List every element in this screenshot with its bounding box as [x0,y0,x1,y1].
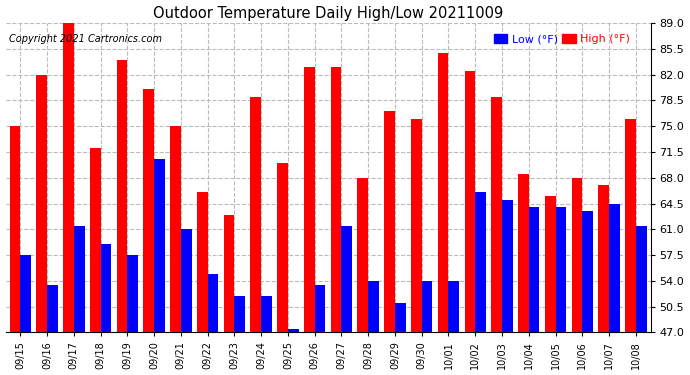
Title: Outdoor Temperature Daily High/Low 20211009: Outdoor Temperature Daily High/Low 20211… [153,6,503,21]
Bar [261,296,272,332]
Bar [74,226,84,332]
Bar [529,207,540,332]
Bar [90,148,101,332]
Bar [181,230,192,332]
Bar [117,60,128,332]
Bar [10,126,20,332]
Bar [170,126,181,332]
Bar [448,281,459,332]
Bar [197,192,208,332]
Bar [63,23,74,332]
Bar [208,273,218,332]
Bar [464,71,475,332]
Bar [250,97,261,332]
Bar [555,207,566,332]
Bar [475,192,486,332]
Bar [288,329,299,332]
Bar [357,178,368,332]
Bar [545,196,555,332]
Bar [315,285,326,332]
Bar [277,163,288,332]
Bar [437,53,448,332]
Bar [235,296,245,332]
Bar [224,214,235,332]
Bar [582,211,593,332]
Bar [635,226,647,332]
Bar [598,185,609,332]
Bar [128,255,138,332]
Bar [342,226,352,332]
Bar [37,75,47,332]
Bar [395,303,406,332]
Bar [502,200,513,332]
Text: Copyright 2021 Cartronics.com: Copyright 2021 Cartronics.com [9,34,161,44]
Bar [101,244,111,332]
Bar [331,67,342,332]
Bar [384,111,395,332]
Bar [47,285,58,332]
Bar [625,119,635,332]
Bar [411,119,422,332]
Bar [368,281,379,332]
Legend: Low (°F), High (°F): Low (°F), High (°F) [492,32,632,46]
Bar [422,281,433,332]
Bar [491,97,502,332]
Bar [144,89,154,332]
Bar [154,159,165,332]
Bar [571,178,582,332]
Bar [609,204,620,332]
Bar [20,255,31,332]
Bar [304,67,315,332]
Bar [518,174,529,332]
